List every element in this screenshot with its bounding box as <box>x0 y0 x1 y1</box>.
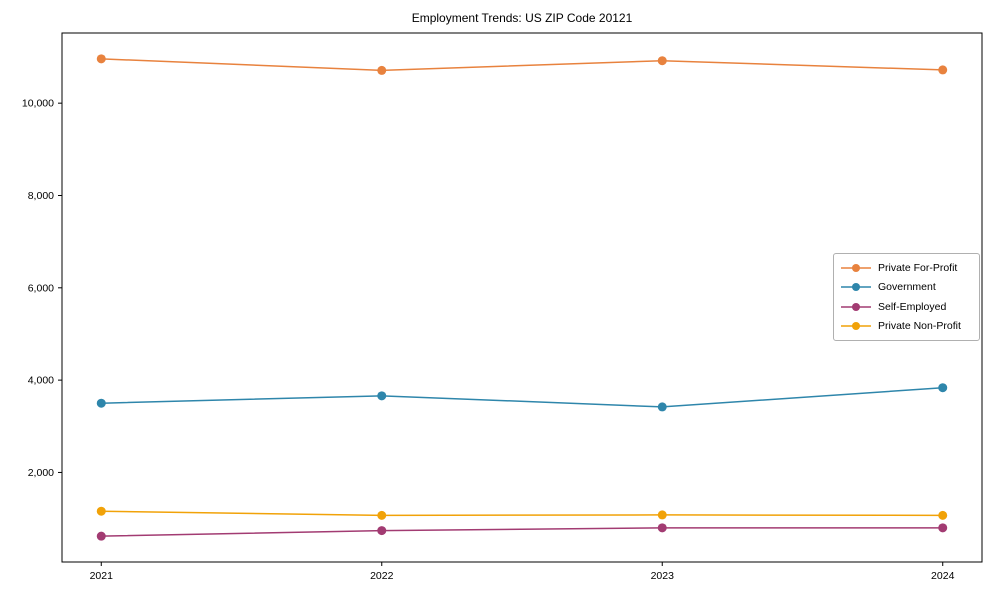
chart-title: Employment Trends: US ZIP Code 20121 <box>411 11 633 25</box>
data-point-private-for-profit <box>96 54 106 64</box>
x-tick-label: 2022 <box>370 570 394 582</box>
series-line-private-for-profit <box>101 58 943 72</box>
legend-marker <box>852 302 860 311</box>
data-point-self-employed <box>377 526 387 536</box>
legend-line-marker-icon <box>841 302 871 311</box>
legend-marker <box>852 263 860 272</box>
y-tick-label: 2,000 <box>28 467 54 479</box>
legend-line-marker-icon <box>841 283 871 292</box>
legend: Private For-Profit Government Self-Employe… <box>833 253 980 341</box>
data-point-private-for-profit <box>657 56 667 66</box>
legend-label: Self-Employed <box>878 300 947 313</box>
legend-label: Government <box>878 281 936 294</box>
data-point-self-employed <box>96 531 106 541</box>
plot-border <box>61 32 983 563</box>
legend-entry-self-employed: Self-Employed <box>841 297 973 316</box>
series-line-private-non-profit <box>101 510 943 517</box>
y-tick-label: 8,000 <box>28 190 54 202</box>
data-point-private-non-profit <box>96 506 106 516</box>
legend-entry-government: Government <box>841 278 973 297</box>
series-line-self-employed <box>101 527 943 537</box>
data-point-government <box>657 402 667 412</box>
legend-marker <box>852 283 860 292</box>
data-point-private-non-profit <box>938 510 948 520</box>
legend-label: Private Non-Profit <box>878 320 961 333</box>
y-tick-label: 6,000 <box>28 282 54 294</box>
legend-entry-private-for-profit: Private For-Profit <box>841 258 973 277</box>
data-point-private-for-profit <box>377 65 387 75</box>
legend-line-marker-icon <box>841 322 871 331</box>
x-tick-label: 2023 <box>651 570 675 582</box>
legend-label: Private For-Profit <box>878 261 958 274</box>
legend-line-marker-icon <box>841 263 871 272</box>
legend-marker <box>852 322 860 331</box>
data-point-self-employed <box>657 523 667 533</box>
y-tick-label: 10,000 <box>22 98 54 110</box>
x-tick-label: 2021 <box>90 570 114 582</box>
data-point-government <box>96 398 106 408</box>
data-point-private-non-profit <box>657 510 667 520</box>
y-tick-label: 4,000 <box>28 375 54 387</box>
data-point-private-for-profit <box>938 65 948 75</box>
data-point-private-non-profit <box>377 510 387 520</box>
x-tick-label: 2024 <box>931 570 955 582</box>
data-point-government <box>938 383 948 393</box>
legend-entry-private-non-profit: Private Non-Profit <box>841 317 973 336</box>
data-point-self-employed <box>938 523 948 533</box>
series-line-government <box>101 386 943 408</box>
data-point-government <box>377 391 387 401</box>
